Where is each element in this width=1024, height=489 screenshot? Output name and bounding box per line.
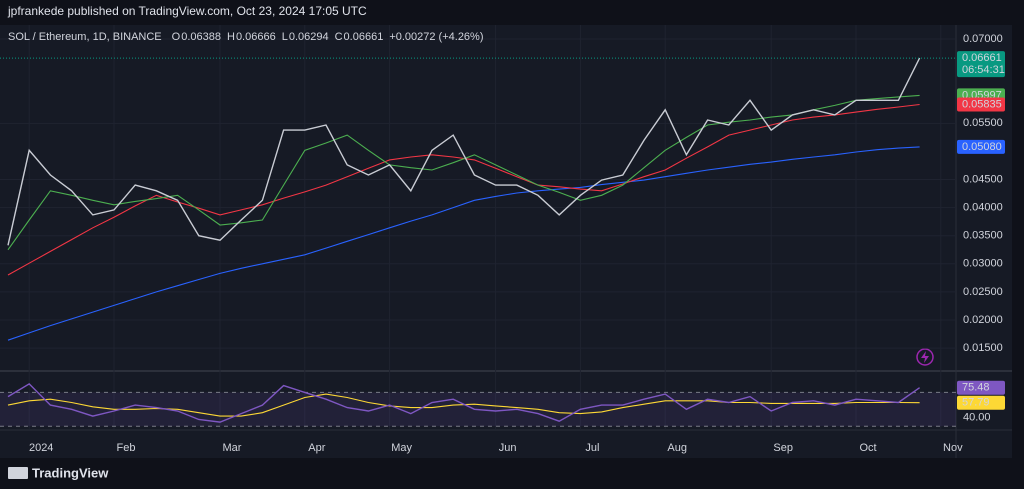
ohlc-label: O [172,31,181,43]
y-tick-label: 0.05500 [963,117,1003,129]
logo-mark [8,467,28,479]
ohlc-label: H [227,31,235,43]
alert-circle[interactable] [916,348,934,366]
x-tick-label: Jun [499,442,517,454]
last-value-box [957,51,1005,78]
last-value-label: 0.05080 [962,141,1002,153]
y-tick-label: 0.04000 [963,202,1003,214]
x-tick-label: Sep [773,442,793,454]
ohlc-value: 0.06294 [289,31,329,43]
last-value-box [957,380,1005,395]
x-tick-label: Mar [223,442,242,454]
x-tick-label: Oct [859,442,876,454]
ohlc-label: L [282,31,288,43]
series-line [7,94,920,251]
alert-bolt[interactable] [921,351,929,363]
series-line [7,57,921,246]
last-value-label: 0.05835 [962,98,1002,110]
chart-area [0,25,1012,458]
x-tick-label: Aug [667,442,687,454]
y-tick-label: 0.04500 [963,173,1003,185]
y-tick-label: 0.07000 [963,33,1003,45]
last-value-label: 57.79 [962,397,990,409]
header: jpfrankede published on TradingView.com,… [7,4,367,18]
y-tick-label: 40.00 [963,412,991,424]
y-tick-label: 0.02000 [963,314,1003,326]
ohlc-label: C [335,31,343,43]
x-tick-label: Jul [585,442,599,454]
series-line [7,146,920,341]
x-tick-label: Apr [308,442,325,454]
y-tick-label: 0.03000 [963,258,1003,270]
x-tick-label: 2024 [29,442,53,454]
ohlc-value: 0.06661 [344,31,384,43]
change: +0.00272 (+4.26%) [389,31,483,43]
y-tick-label: 0.01500 [963,342,1003,354]
last-value-label: 0.06661 [962,52,1002,64]
footer: TradingView [32,465,109,480]
symbol-title: SOL / Ethereum, 1D, BINANCE [8,31,162,43]
ohlc-value: 0.06388 [181,31,221,43]
last-value-box [957,395,1005,410]
last-value-box [957,97,1005,112]
countdown: 06:54:31 [962,64,1005,76]
tradingview-logo: TradingView [8,465,109,480]
last-value-box [957,139,1005,154]
x-tick-label: May [391,442,412,454]
alert-icon[interactable] [916,348,934,366]
y-tick-label: 0.03500 [963,230,1003,242]
series-line [7,383,921,423]
ohlc-value: 0.06666 [236,31,276,43]
x-tick-label: Feb [117,442,136,454]
x-tick-label: Nov [943,442,963,454]
y-tick-label: 0.02500 [963,286,1003,298]
last-value-label: 75.48 [962,382,990,394]
